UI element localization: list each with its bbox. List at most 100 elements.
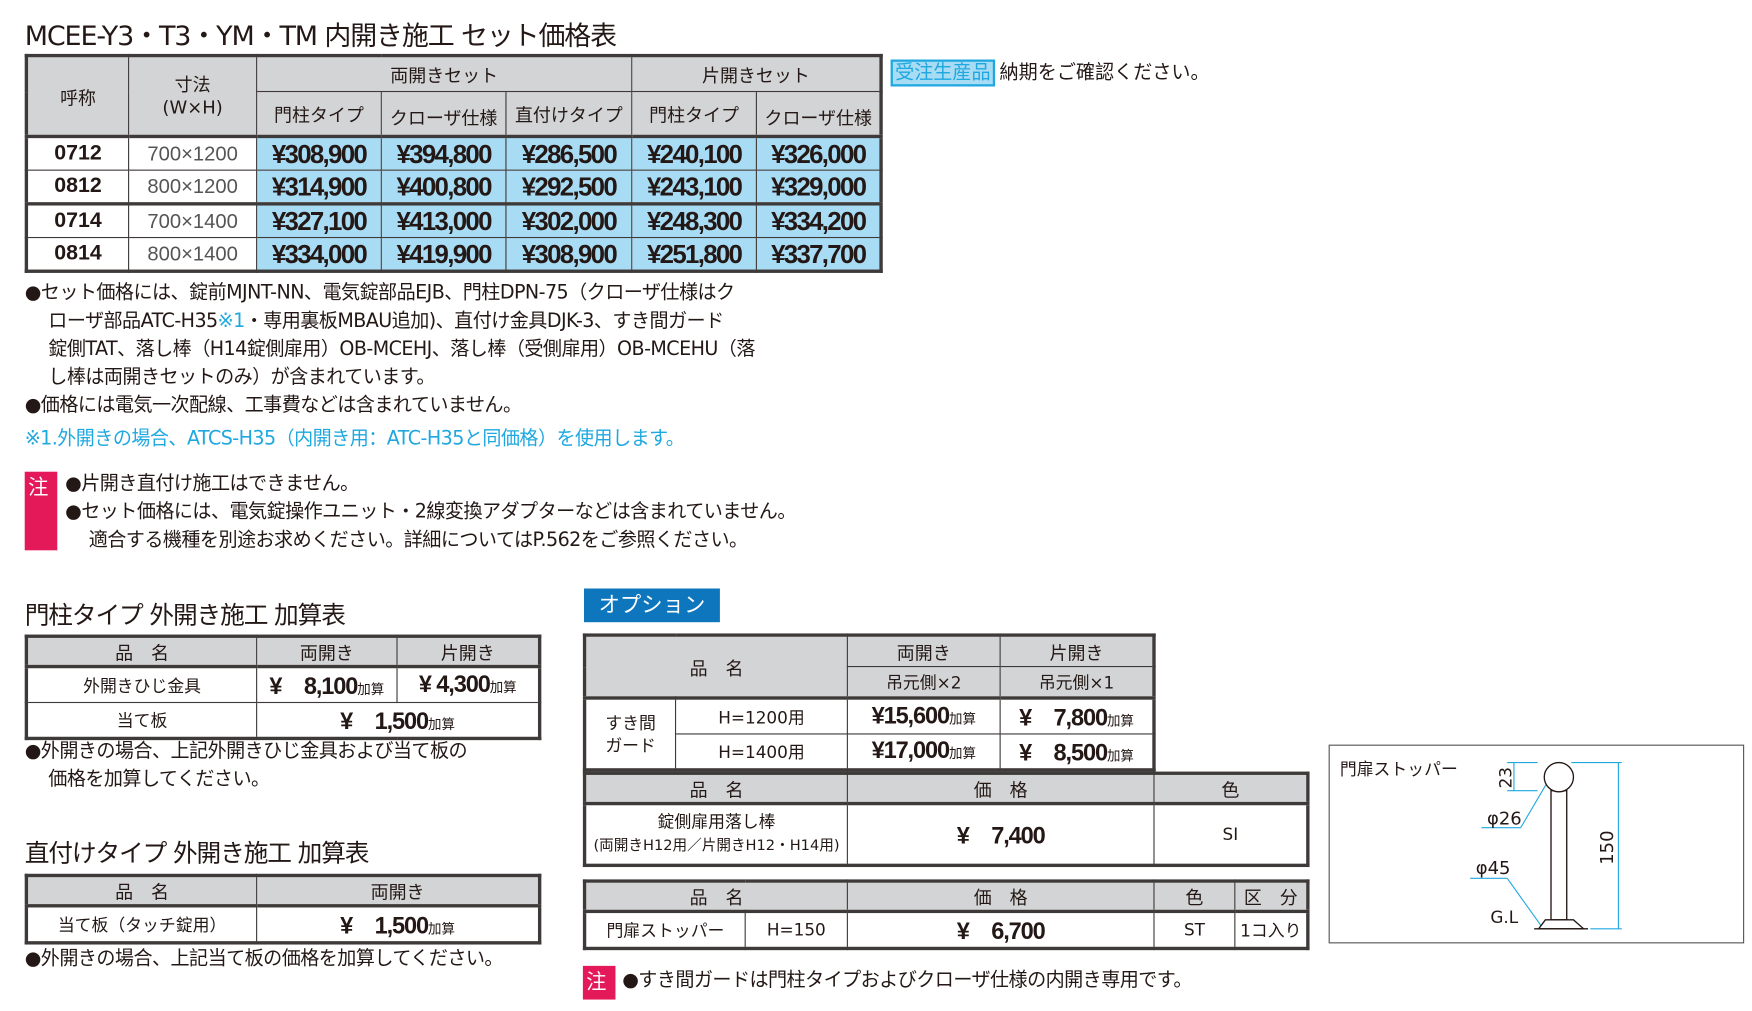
height-cell: H=1400用 (674, 733, 848, 771)
post-outward-note: ●外開きの場合、上記外開きひじ金具および当て板の 価格を加算してください。 (24, 738, 468, 794)
table-row: 0714 700×1400 ¥327,100 ¥413,000 ¥302,000 ¥248… (25, 203, 882, 239)
header-double-set: 両開きセット (256, 55, 633, 93)
drop-rod-table: 品 名価 格色 錠側扉用落し棒 (両開きH12用／片開きH12・H14用) ¥ 7… (582, 771, 1310, 868)
made-to-order-badge: 受注生産品 (890, 59, 996, 87)
caution-line: 適合する機種を別途お求めください。詳細についてはP.562をご参照ください。 (88, 528, 748, 552)
header-size-label: 寸法 (174, 73, 211, 95)
table-row: 0814 800×1400 ¥334,000 ¥419,900 ¥308,900 ¥251… (25, 236, 882, 272)
price: ¥ 8,500 (1019, 740, 1108, 766)
caution-line: ●片開き直付け施工はできません。 (65, 472, 359, 496)
header-item: 品 名 (584, 634, 848, 700)
price: ¥ 1,500 (340, 913, 429, 939)
item-name: 当て板 (25, 701, 258, 739)
note-line: ●価格には電気一次配線、工事費などは含まれていません。 (24, 394, 522, 417)
ground-level: G.L (1490, 907, 1519, 928)
page-title: MCEE-Y3・T3・YM・TM 内開き施工 セット価格表 (24, 20, 617, 52)
direct-outward-note: ●外開きの場合、上記当て板の価格を加算してください。 (24, 947, 504, 971)
add-label: 加算 (357, 681, 385, 698)
note-line: ●外開きの場合、上記外開きひじ金具および当て板の (24, 740, 468, 763)
model-code: 0714 (25, 203, 130, 239)
set-price: ¥308,900 (505, 236, 633, 272)
header-size-sub: (W×H) (162, 96, 223, 118)
options-label: オプション (584, 588, 720, 623)
set-price: ¥394,800 (380, 135, 507, 171)
item-name: 門扉ストッパー (584, 910, 746, 950)
header-color: 色 (1153, 772, 1309, 806)
header-price: 価 格 (846, 772, 1155, 806)
direct-outward-table: 品 名両開き 当て板（タッチ錠用） ¥ 1,500加算 (24, 873, 542, 945)
price-cell: ¥ 1,500加算 (256, 905, 541, 944)
header-post-type-single: 門柱タイプ (631, 90, 758, 139)
price: ¥ 8,100 (269, 673, 358, 700)
note-ref: ※1 (217, 309, 246, 333)
size: 800×1200 (128, 169, 258, 205)
price: ¥ 4,300 (418, 671, 491, 698)
dim-top: 23 (1495, 766, 1517, 789)
size: 800×1400 (128, 236, 258, 272)
unit: 1コ入り (1234, 910, 1309, 950)
set-price: ¥308,900 (256, 135, 382, 171)
model-code: 0712 (25, 135, 130, 171)
header-single: 片開き (396, 635, 541, 669)
add-label: 加算 (1106, 713, 1134, 729)
price: ¥ 6,700 (846, 910, 1155, 950)
add-label: 加算 (1106, 747, 1134, 764)
header-item: 品 名 (25, 635, 258, 669)
height-cell: H=1200用 (674, 697, 848, 735)
note-text: ローザ部品ATC-H35 (48, 309, 218, 333)
set-price: ¥240,100 (631, 135, 758, 171)
header-double: 両開き (256, 874, 541, 908)
set-price: ¥337,700 (755, 236, 882, 272)
size: 700×1400 (128, 203, 258, 239)
header-double: 両開き (256, 635, 398, 669)
gap-guard-table: 品 名両開き 片開き 吊元側×2 吊元側×1 すき間ガード H=1200用 ¥15,… (582, 633, 1156, 772)
header-size: 寸法 (W×H) (128, 55, 258, 139)
dim-height: 150 (1595, 830, 1618, 865)
gap-guard-name: すき間ガード (584, 697, 677, 771)
price-cell: ¥ 8,100加算 (256, 665, 398, 704)
header-post-type: 門柱タイプ (256, 90, 382, 139)
set-price: ¥326,000 (755, 135, 882, 171)
set-price: ¥334,000 (256, 236, 382, 272)
price-cell: ¥15,600加算 (846, 697, 1001, 735)
header-direct-type: 直付けタイプ (505, 90, 633, 139)
header-name: 呼称 (25, 55, 130, 139)
set-price: ¥292,500 (505, 169, 633, 205)
set-price: ¥400,800 (380, 169, 507, 205)
set-price: ¥251,800 (631, 236, 758, 272)
set-price-table: 呼称 寸法 (W×H) 両開きセット 片開きセット 門柱タイプ クローザ仕様 直付… (24, 53, 883, 273)
header-item: 品 名 (584, 880, 848, 914)
caution-notes: ●片開き直付け施工はできません。 ●セット価格には、電気錠操作ユニット・2線変換… (65, 471, 796, 555)
model-code: 0812 (25, 169, 130, 205)
dim-base: φ45 (1475, 856, 1511, 879)
item-name-sub: (両開きH12用／片開きH12・H14用) (593, 837, 840, 855)
note-line: ●セット価格には、錠前MJNT-NN、電気錠部品EJB、門柱DPN-75（クロー… (24, 281, 735, 305)
table-row: 0812 800×1200 ¥314,900 ¥400,800 ¥292,500 ¥243… (25, 169, 882, 205)
set-price: ¥248,300 (631, 203, 758, 239)
price: ¥15,600 (871, 703, 951, 729)
table-row: 0712 700×1200 ¥308,900 ¥394,800 ¥286,500 ¥240… (25, 135, 882, 171)
stopper-drawing (1470, 761, 1622, 930)
color: ST (1153, 910, 1236, 950)
add-label: 加算 (428, 920, 455, 937)
caution-line: ●セット価格には、電気錠操作ユニット・2線変換アダプターなどは含まれていません。 (65, 500, 796, 524)
set-price: ¥286,500 (505, 135, 633, 171)
header-unit: 区 分 (1234, 880, 1309, 914)
caution-mark: 注 (582, 965, 616, 1000)
stopper-diagram: 門扉ストッパー 23 φ26 φ45 150 G.L (1328, 744, 1745, 944)
diagram-title: 門扉ストッパー (1339, 759, 1458, 780)
header-single-sub: 吊元側×1 (999, 665, 1155, 700)
note-line: し棒は両開きセットのみ）が含まれています。 (48, 366, 435, 389)
model-code: 0814 (25, 236, 130, 272)
price-cell: ¥ 1,500加算 (256, 701, 541, 739)
header-single: 片開き (999, 634, 1155, 668)
header-price: 価 格 (846, 880, 1155, 914)
set-price: ¥314,900 (256, 169, 382, 205)
add-label: 加算 (428, 716, 455, 733)
header-double: 両開き (846, 634, 1001, 668)
add-label: 加算 (489, 679, 517, 696)
price-cell: ¥ 7,800加算 (999, 697, 1155, 735)
price: ¥ 7,800 (1019, 705, 1108, 732)
header-item: 品 名 (25, 874, 258, 908)
header-color: 色 (1153, 880, 1236, 914)
